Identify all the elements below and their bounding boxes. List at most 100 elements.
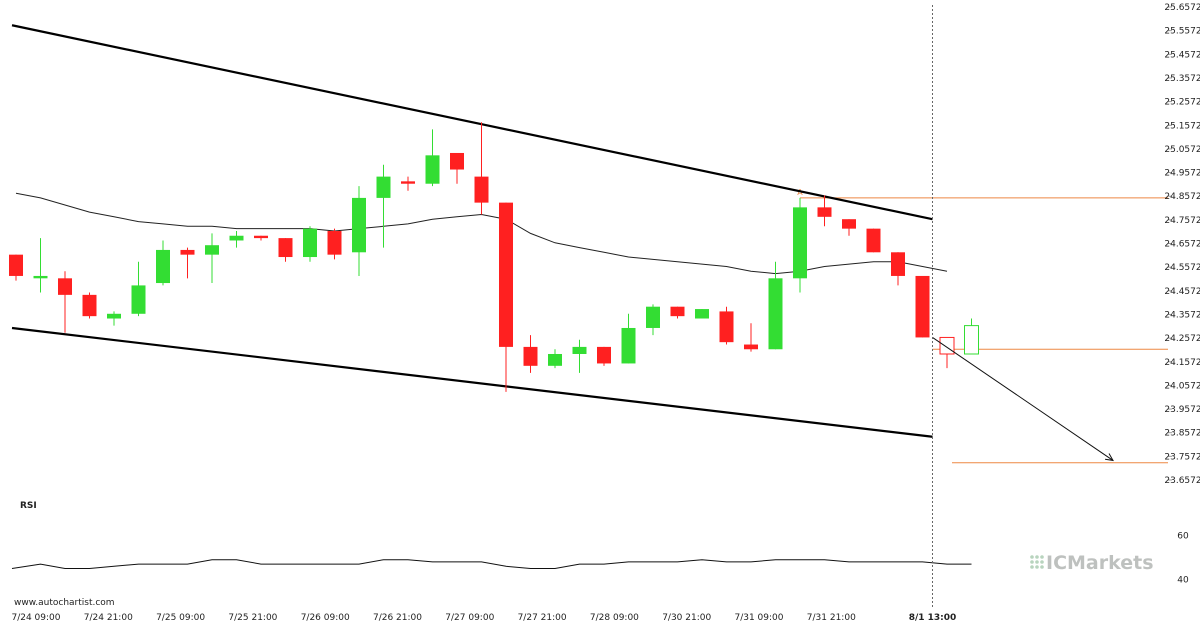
channel-lower-line: [11, 326, 933, 438]
price-tick-label: 23.6572: [1164, 476, 1200, 486]
price-tick-label: 24.5572: [1164, 263, 1200, 273]
candle: [817, 195, 832, 227]
candle-body: [817, 207, 832, 217]
candle-body: [278, 238, 293, 258]
time-tick-label: 7/26 21:00: [373, 613, 422, 623]
candle-body: [229, 235, 244, 241]
candle: [425, 129, 440, 187]
candle: [33, 238, 48, 293]
candle-body: [474, 176, 489, 203]
candle: [156, 240, 170, 286]
candle-body: [695, 309, 709, 319]
price-tick-label: 24.4572: [1164, 287, 1200, 297]
price-tick-label: 25.4572: [1164, 50, 1200, 60]
candle: [964, 318, 979, 355]
candle: [401, 176, 415, 191]
candle: [744, 323, 758, 352]
forecast-arrowhead: [1105, 453, 1114, 462]
candle-body: [376, 176, 391, 198]
candle-body: [744, 344, 758, 350]
price-tick-label: 24.9572: [1164, 169, 1200, 179]
logo-dot: [1030, 560, 1034, 564]
candle-body: [646, 306, 660, 328]
candle-body: [621, 327, 636, 364]
candle: [597, 346, 611, 366]
candle-body: [597, 346, 611, 364]
candle-body: [180, 249, 195, 255]
candle-body: [939, 336, 955, 355]
candle: [695, 309, 709, 319]
dot-grid-logo-icon: [1030, 555, 1044, 569]
price-tick-label: 25.2572: [1164, 98, 1200, 108]
logo-dot: [1040, 555, 1044, 559]
candle-body: [33, 275, 48, 279]
candle: [376, 164, 391, 248]
candle-body: [352, 197, 366, 253]
axes: 25.6572 25.5572 25.4572 25.3572 25.2572 25.15…: [11, 3, 1200, 623]
candle-body: [303, 228, 317, 258]
time-tick-label: 8/1 13:00: [909, 613, 957, 623]
candle-body: [254, 235, 268, 239]
candle: [352, 186, 366, 276]
candle: [303, 226, 317, 262]
channel-lines: [11, 24, 933, 438]
time-tick-label: 7/25 21:00: [228, 613, 277, 623]
forecast-arrow: [932, 337, 1114, 462]
candle-body: [156, 249, 170, 284]
candle: [327, 228, 342, 260]
candle: [107, 311, 121, 326]
time-tick-label: 7/30 21:00: [662, 613, 711, 623]
candle: [646, 304, 660, 336]
logo-dot: [1040, 560, 1044, 564]
candle: [229, 231, 244, 248]
price-tick-label: 24.7572: [1164, 216, 1200, 226]
price-tick-label: 25.3572: [1164, 74, 1200, 84]
candle-body: [327, 231, 342, 255]
logo-dot: [1035, 565, 1039, 569]
channel-upper-line: [11, 24, 933, 221]
candle: [891, 252, 905, 286]
candle-body: [499, 202, 513, 347]
moving-average-line: [15, 192, 948, 275]
candle: [793, 197, 807, 293]
candle-body: [82, 294, 97, 317]
candle-body: [107, 313, 121, 319]
candle: [474, 122, 489, 215]
candle: [768, 261, 783, 350]
logo-dot: [1030, 555, 1034, 559]
logo-dot: [1035, 555, 1039, 559]
candle-body: [450, 152, 464, 170]
price-tick-label: 24.0572: [1164, 381, 1200, 391]
candle-body: [548, 353, 562, 366]
rsi-tick-label: 40: [1177, 576, 1189, 586]
forecast-line: [932, 337, 1114, 461]
level-lines: A: [797, 188, 1168, 464]
time-tick-label: 7/24 21:00: [84, 613, 133, 623]
brand-watermark-text: ICMarkets: [1046, 552, 1154, 574]
candle: [9, 254, 23, 281]
candle: [719, 306, 734, 345]
logo-dot: [1040, 565, 1044, 569]
time-tick-label: 7/24 09:00: [11, 613, 60, 623]
time-tick-label: 7/26 09:00: [301, 613, 350, 623]
candle-body: [964, 325, 979, 355]
candle: [450, 152, 464, 184]
price-tick-label: 24.2572: [1164, 334, 1200, 344]
candle: [278, 238, 293, 262]
price-tick-label: 25.1572: [1164, 121, 1200, 131]
rsi-line: [11, 559, 972, 569]
candle: [939, 336, 955, 369]
candle-body: [670, 306, 685, 317]
price-tick-label: 24.3572: [1164, 310, 1200, 320]
candle: [180, 247, 195, 279]
candle: [82, 292, 97, 319]
price-tick-label: 25.5572: [1164, 27, 1200, 37]
candle-body: [915, 275, 930, 338]
candle: [548, 349, 562, 369]
candle-body: [842, 219, 856, 229]
candle-body: [768, 278, 783, 350]
candle: [499, 202, 513, 392]
rsi-tick-label: 60: [1177, 531, 1189, 541]
candle: [205, 233, 219, 284]
